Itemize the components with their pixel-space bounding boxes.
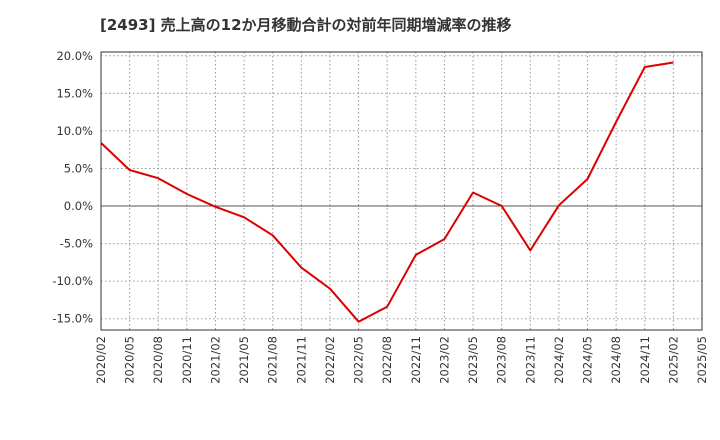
y-tick-label: 10.0% — [56, 124, 93, 138]
grid-layer — [101, 52, 702, 330]
y-tick-label: 20.0% — [56, 49, 93, 63]
x-tick-label: 2022/08 — [380, 336, 394, 384]
x-tick-label: 2024/02 — [552, 336, 566, 384]
chart-title: [2493] 売上高の12か月移動合計の対前年同期増減率の推移 — [100, 16, 512, 34]
plot-frame — [100, 51, 703, 331]
x-tick-label: 2023/11 — [523, 336, 537, 384]
series-layer — [100, 61, 674, 323]
x-tick-label: 2020/02 — [94, 336, 108, 384]
x-tick-label: 2022/02 — [323, 336, 337, 384]
x-tick-label: 2022/05 — [352, 336, 366, 384]
x-tick-label: 2021/02 — [208, 336, 222, 384]
y-tick-label: -10.0% — [52, 274, 93, 288]
y-tick-label: 0.0% — [64, 199, 93, 213]
x-tick-label: 2023/02 — [437, 336, 451, 384]
x-tick-label: 2025/05 — [695, 336, 709, 384]
x-tick-label: 2024/05 — [581, 336, 595, 384]
x-tick-label: 2020/08 — [151, 336, 165, 384]
x-tick-label: 2021/08 — [266, 336, 280, 384]
x-tick-label: 2023/08 — [495, 336, 509, 384]
x-tick-label: 2024/08 — [609, 336, 623, 384]
x-tick-label: 2021/11 — [294, 336, 308, 384]
label-layer: -15.0% -10.0% -5.0% 0.0% 5.0% 10.0% 15.0% 20.0%… — [52, 49, 709, 384]
x-tick-label: 2020/05 — [123, 336, 137, 384]
x-tick-label: 2024/11 — [638, 336, 652, 384]
y-tick-label: -5.0% — [60, 237, 93, 251]
x-tick-label: 2023/05 — [466, 336, 480, 384]
x-tick-label: 2020/11 — [180, 336, 194, 384]
y-tick-label: -15.0% — [52, 312, 93, 326]
x-tick-label: 2021/05 — [237, 336, 251, 384]
x-tick-label: 2022/11 — [409, 336, 423, 384]
x-tick-label: 2025/02 — [666, 336, 680, 384]
y-tick-label: 5.0% — [64, 161, 93, 175]
y-tick-label: 15.0% — [56, 86, 93, 100]
axis-layer — [100, 51, 703, 331]
series-line — [100, 61, 674, 323]
